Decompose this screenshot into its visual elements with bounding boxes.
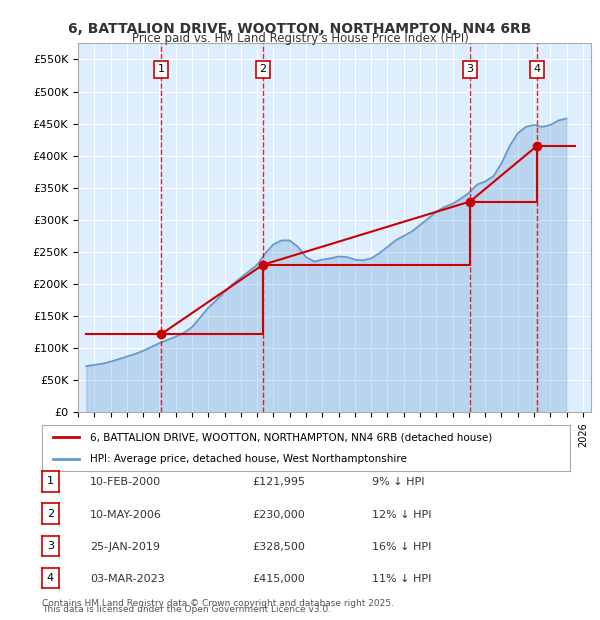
Text: 4: 4 (533, 64, 541, 74)
Text: 2: 2 (259, 64, 266, 74)
Text: £121,995: £121,995 (252, 477, 305, 487)
Text: 3: 3 (47, 541, 54, 551)
Text: 2: 2 (47, 508, 54, 519)
Text: 16% ↓ HPI: 16% ↓ HPI (372, 542, 431, 552)
Text: HPI: Average price, detached house, West Northamptonshire: HPI: Average price, detached house, West… (89, 454, 406, 464)
Text: 4: 4 (47, 573, 54, 583)
Text: 10-FEB-2000: 10-FEB-2000 (90, 477, 161, 487)
Text: This data is licensed under the Open Government Licence v3.0.: This data is licensed under the Open Gov… (42, 604, 331, 614)
Text: 3: 3 (466, 64, 473, 74)
Text: Contains HM Land Registry data © Crown copyright and database right 2025.: Contains HM Land Registry data © Crown c… (42, 598, 394, 608)
Text: 6, BATTALION DRIVE, WOOTTON, NORTHAMPTON, NN4 6RB: 6, BATTALION DRIVE, WOOTTON, NORTHAMPTON… (68, 22, 532, 36)
Text: £415,000: £415,000 (252, 574, 305, 584)
Text: 25-JAN-2019: 25-JAN-2019 (90, 542, 160, 552)
Text: 1: 1 (158, 64, 165, 74)
Text: 9% ↓ HPI: 9% ↓ HPI (372, 477, 425, 487)
Text: 1: 1 (47, 476, 54, 487)
Text: 11% ↓ HPI: 11% ↓ HPI (372, 574, 431, 584)
Text: 03-MAR-2023: 03-MAR-2023 (90, 574, 165, 584)
Text: Price paid vs. HM Land Registry's House Price Index (HPI): Price paid vs. HM Land Registry's House … (131, 32, 469, 45)
Text: 6, BATTALION DRIVE, WOOTTON, NORTHAMPTON, NN4 6RB (detached house): 6, BATTALION DRIVE, WOOTTON, NORTHAMPTON… (89, 432, 492, 442)
Text: £328,500: £328,500 (252, 542, 305, 552)
Text: 10-MAY-2006: 10-MAY-2006 (90, 510, 162, 520)
Text: 12% ↓ HPI: 12% ↓ HPI (372, 510, 431, 520)
Text: £230,000: £230,000 (252, 510, 305, 520)
